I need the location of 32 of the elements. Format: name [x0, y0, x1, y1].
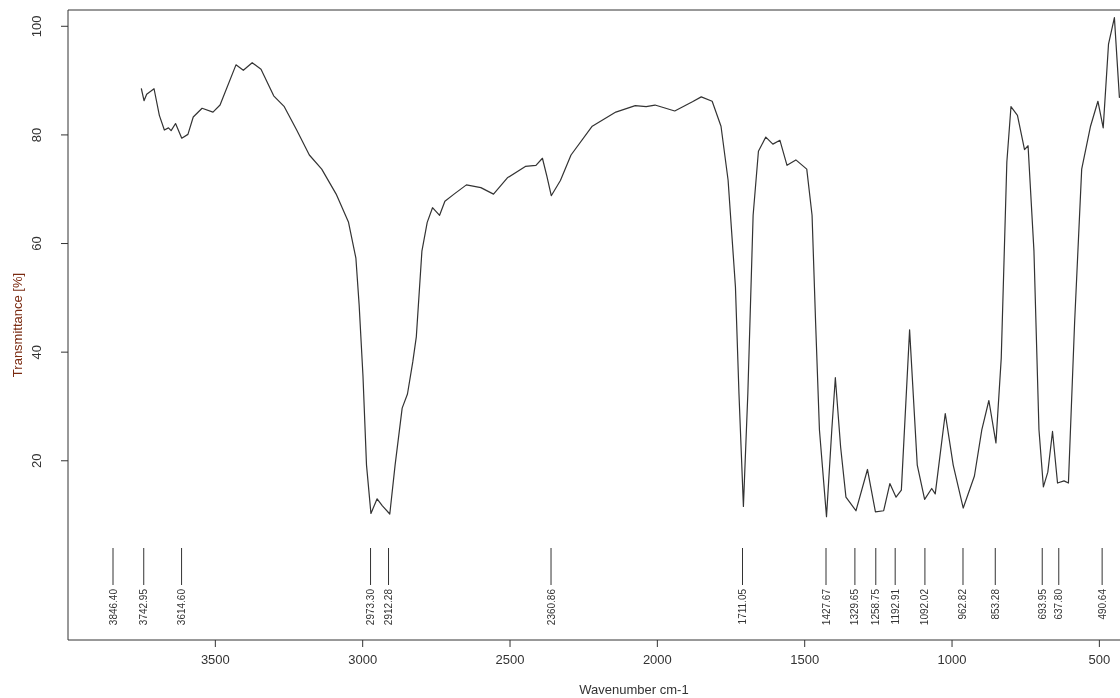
annotation: 2912.28	[383, 588, 395, 626]
annotation: 637.80	[1053, 588, 1065, 620]
annotation: 2360.86	[545, 588, 557, 626]
y-tick-label: 100	[29, 15, 44, 38]
x-tick-label: 2000	[642, 652, 672, 667]
annotation: 3846.40	[107, 588, 119, 626]
x-tick-label: 3500	[200, 652, 230, 667]
annotation: 1092.02	[919, 588, 931, 626]
y-tick-label: 60	[29, 236, 44, 251]
annotation: 3742.95	[138, 588, 150, 626]
annotation: 1329.65	[849, 588, 861, 626]
annotation: 490.64	[1096, 588, 1108, 620]
y-tick-label: 80	[29, 127, 44, 143]
y-tick-label: 40	[29, 344, 44, 360]
annotation: 1258.75	[870, 588, 882, 626]
annotation: 853.28	[989, 588, 1001, 620]
x-tick-label: 500	[1088, 652, 1111, 667]
annotation: 693.95	[1036, 588, 1048, 620]
annotation: 1192.91	[889, 588, 901, 625]
x-tick-label: 1500	[790, 652, 820, 667]
annotation: 962.82	[957, 588, 969, 620]
y-tick-label: 20	[29, 453, 44, 469]
annotation: 1427.67	[820, 588, 832, 626]
annotation: 2973.30	[365, 588, 377, 626]
x-tick-label: 1000	[937, 652, 967, 667]
annotation: 1711.05	[737, 588, 748, 625]
y-axis-title: Transmittance [%]	[10, 272, 25, 378]
x-axis-title: Wavenumber cm-1	[579, 682, 689, 697]
annotation: 3614.60	[176, 588, 188, 626]
line-series	[140, 17, 1120, 518]
x-tick-label: 2500	[495, 652, 525, 667]
x-tick-label: 3000	[348, 652, 378, 667]
